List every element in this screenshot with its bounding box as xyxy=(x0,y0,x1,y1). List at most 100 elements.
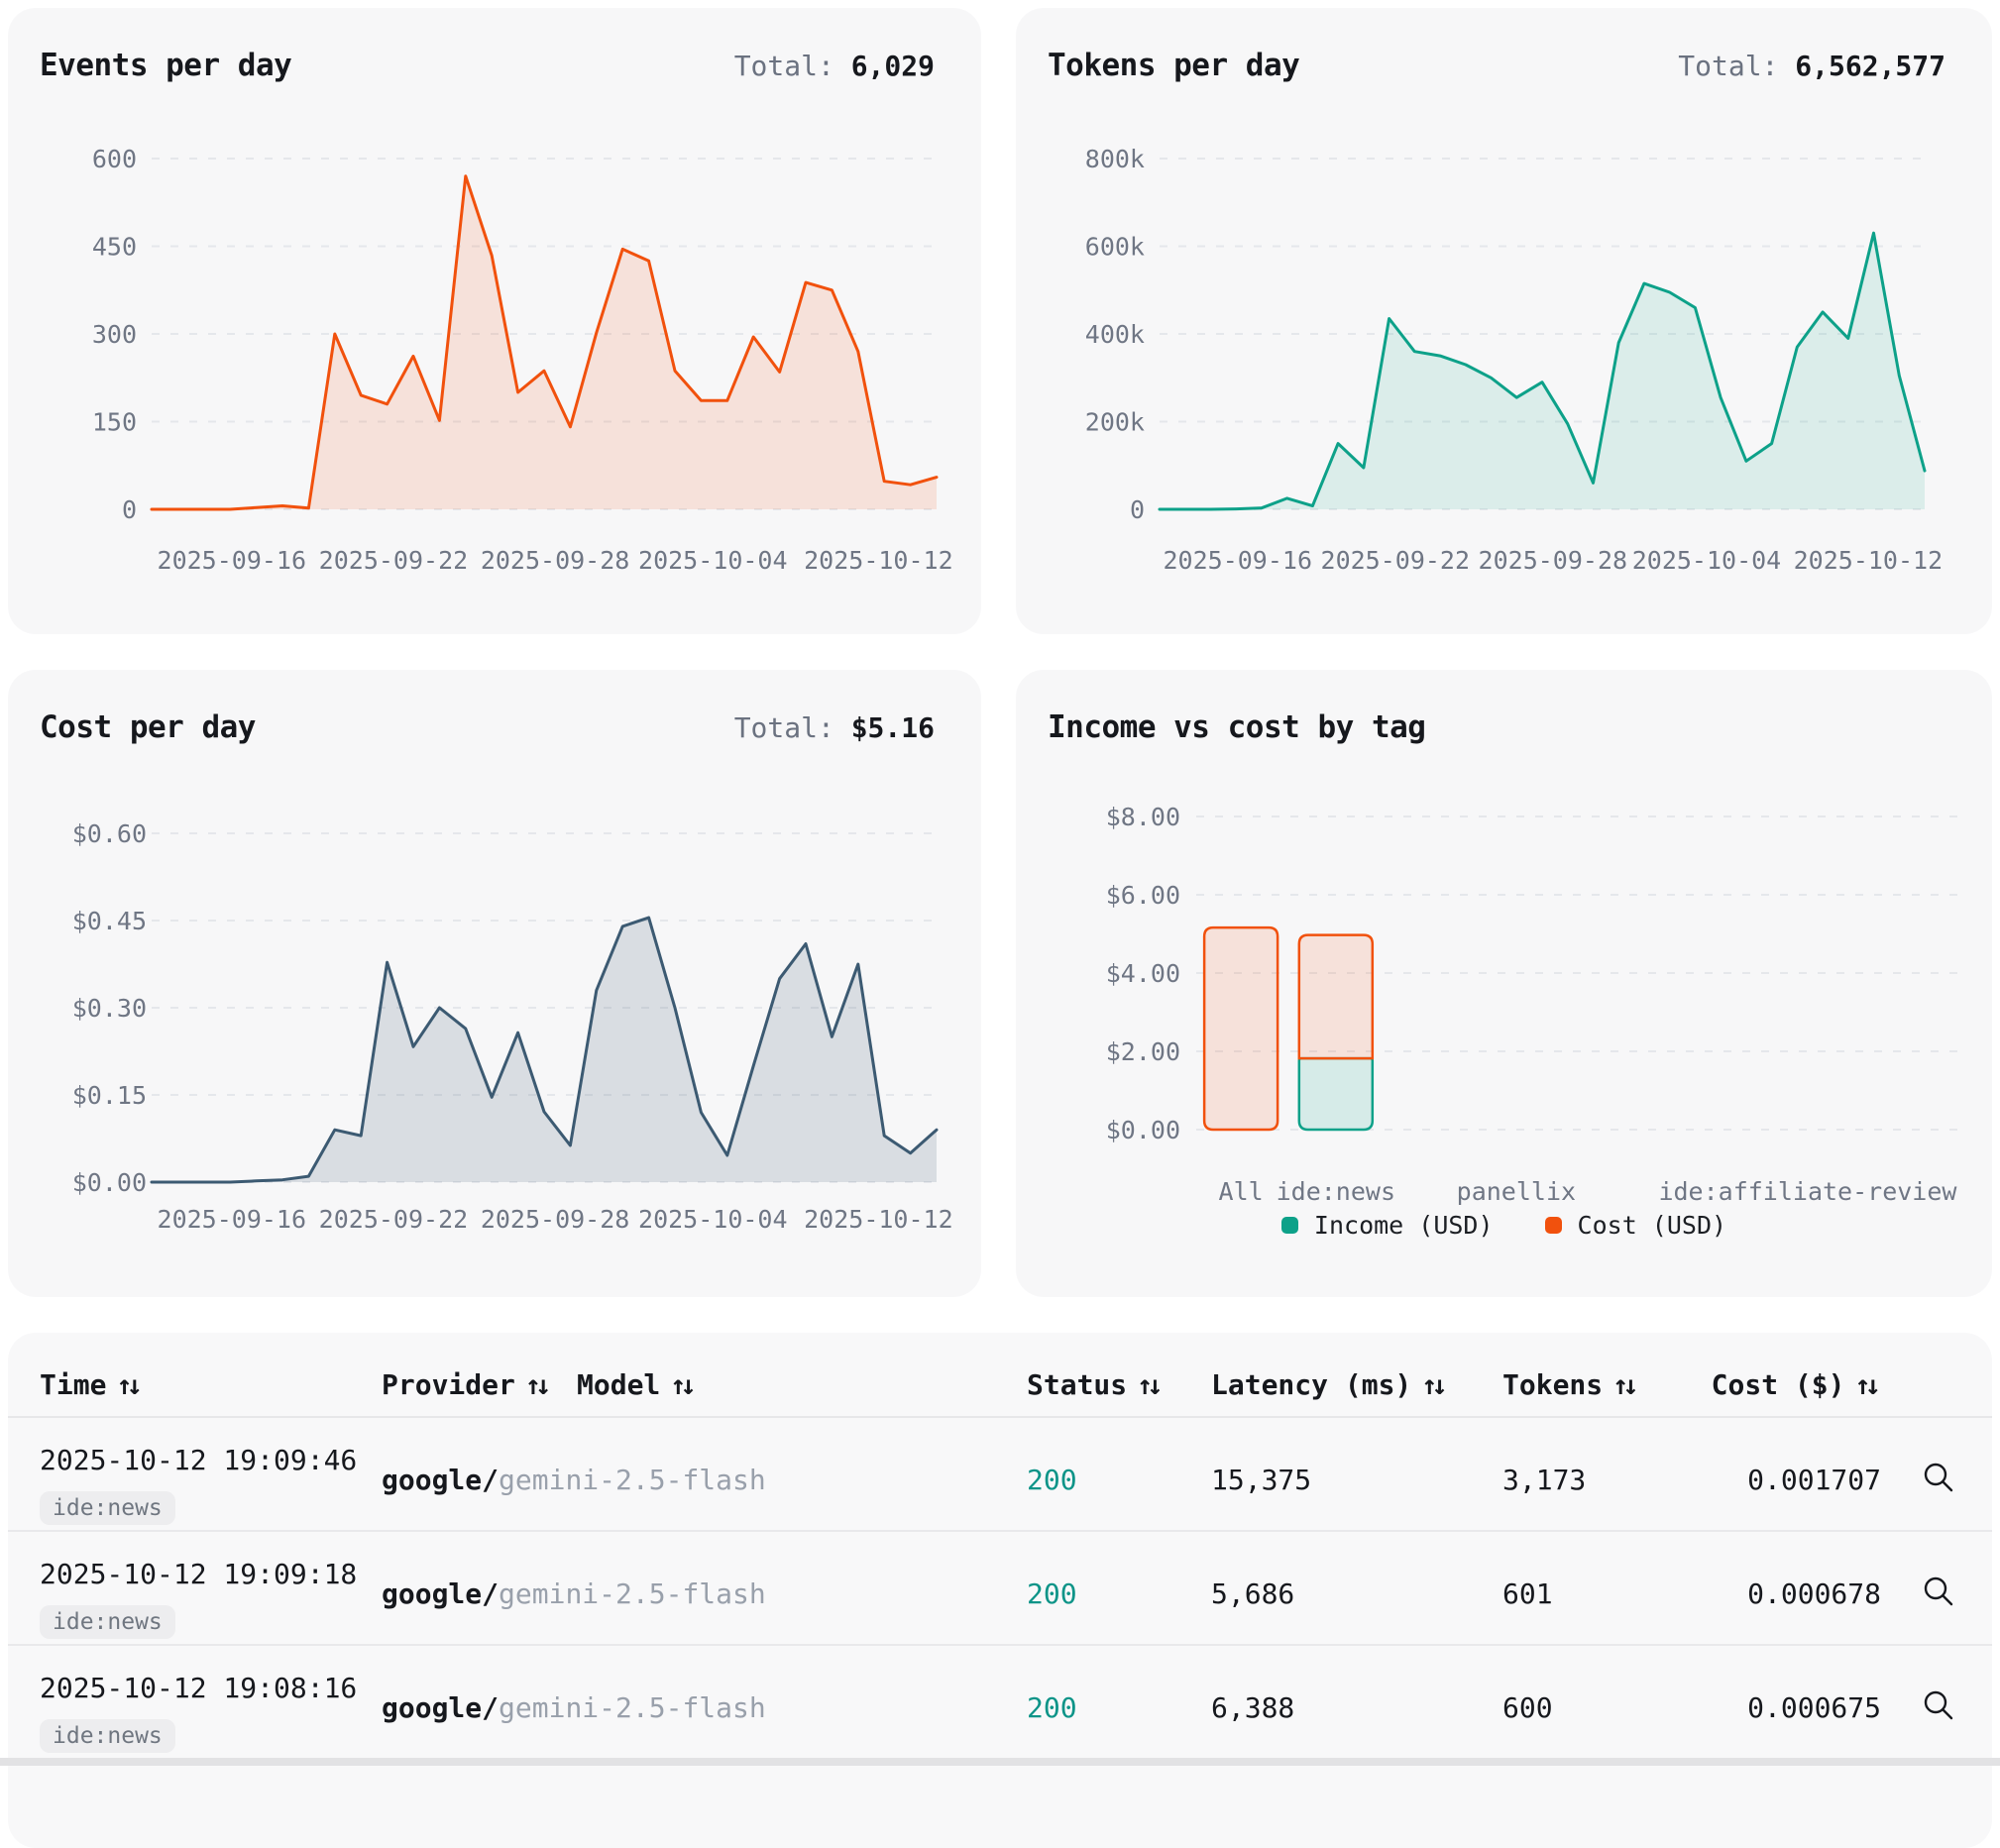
row-tag-chip: ide:news xyxy=(40,1719,175,1753)
magnifier-icon[interactable] xyxy=(1921,1460,1956,1495)
column-header-label: Tokens xyxy=(1502,1368,1603,1401)
row-cost: 0.000678 xyxy=(1747,1577,1881,1610)
y-axis-tick-label: 400k xyxy=(1085,320,1145,349)
column-header-label: Cost ($) xyxy=(1712,1368,1845,1401)
row-cost: 0.001707 xyxy=(1747,1464,1881,1496)
cost-per-day-card: Cost per day Total: $5.16 $0.00$0.15$0.3… xyxy=(8,670,981,1297)
sort-icon[interactable]: ↑↓ xyxy=(660,1370,691,1401)
column-header-provider[interactable]: Provider↑↓ xyxy=(382,1368,545,1401)
cost-bar xyxy=(1204,927,1278,1130)
income-bar xyxy=(1299,1058,1373,1130)
sort-icon[interactable]: ↑↓ xyxy=(1844,1370,1875,1401)
x-axis-tick-label: 2025-10-04 xyxy=(1632,546,1782,575)
horizontal-scrollbar[interactable] xyxy=(0,1758,2000,1766)
x-axis-tick-label: 2025-10-12 xyxy=(804,1205,953,1234)
y-axis-tick-label: 0 xyxy=(1130,495,1145,524)
llm-usage-dashboard: { "colors": { "accent_orange": "#f1510d"… xyxy=(0,0,2000,1766)
row-status-code: 200 xyxy=(1027,1577,1077,1610)
y-axis-tick-label: $0.45 xyxy=(72,907,147,935)
row-status-code: 200 xyxy=(1027,1691,1077,1724)
x-axis-category-label: ide:affiliate-review xyxy=(1658,1177,1957,1206)
row-timestamp: 2025-10-12 19:08:16 xyxy=(40,1672,357,1704)
row-status-code: 200 xyxy=(1027,1464,1077,1496)
sort-icon[interactable]: ↑↓ xyxy=(515,1370,546,1401)
events-per-day-card: Events per day Total: 6,029 015030045060… xyxy=(8,8,981,634)
column-header-model[interactable]: Model↑↓ xyxy=(577,1368,691,1401)
x-axis-category-label: ide:news xyxy=(1277,1177,1395,1206)
x-axis-tick-label: 2025-09-28 xyxy=(481,546,630,575)
row-provider-model: google/gemini-2.5-flash xyxy=(382,1577,766,1610)
income-vs-cost-bar-chart: $0.00$2.00$4.00$6.00$8.00Allide:newspane… xyxy=(1016,670,1992,1297)
row-tokens: 3,173 xyxy=(1502,1464,1586,1496)
row-tokens: 600 xyxy=(1502,1691,1553,1724)
model-name: gemini-2.5-flash xyxy=(499,1691,766,1724)
x-axis-tick-label: 2025-09-22 xyxy=(319,1205,469,1234)
column-header-label: Model xyxy=(577,1368,660,1401)
x-axis-category-label: All xyxy=(1219,1177,1264,1206)
legend-item[interactable]: Income (USD) xyxy=(1281,1211,1494,1240)
column-header-label: Time xyxy=(40,1368,106,1401)
column-header-time[interactable]: Time↑↓ xyxy=(40,1368,137,1401)
y-axis-tick-label: $0.00 xyxy=(1106,1116,1180,1144)
legend-swatch-icon xyxy=(1545,1217,1562,1234)
model-name: gemini-2.5-flash xyxy=(499,1577,766,1610)
column-header-latency[interactable]: Latency (ms)↑↓ xyxy=(1211,1368,1442,1401)
events-area-chart: 01503004506002025-09-162025-09-222025-09… xyxy=(8,8,981,634)
magnifier-icon[interactable] xyxy=(1921,1687,1956,1723)
table-body: 2025-10-12 19:09:46 ide:news google/gemini… xyxy=(8,1418,1992,1760)
y-axis-tick-label: $0.60 xyxy=(72,819,147,848)
legend-swatch-icon xyxy=(1281,1217,1298,1234)
legend-item[interactable]: Cost (USD) xyxy=(1545,1211,1727,1240)
sort-icon[interactable]: ↑↓ xyxy=(1411,1370,1442,1401)
y-axis-tick-label: $0.00 xyxy=(72,1168,147,1197)
table-row: 2025-10-12 19:09:18 ide:news google/gemini… xyxy=(8,1532,1992,1646)
column-header-cost[interactable]: Cost ($)↑↓ xyxy=(1712,1368,1875,1401)
row-latency: 15,375 xyxy=(1211,1464,1311,1496)
chart-legend: Income (USD) Cost (USD) xyxy=(1016,1211,1992,1240)
income-vs-cost-card: Income vs cost by tag $0.00$2.00$4.00$6.… xyxy=(1016,670,1992,1297)
x-axis-tick-label: 2025-10-12 xyxy=(804,546,953,575)
row-provider-model: google/gemini-2.5-flash xyxy=(382,1691,766,1724)
model-name: gemini-2.5-flash xyxy=(499,1464,766,1496)
y-axis-tick-label: $0.30 xyxy=(72,994,147,1023)
row-cost: 0.000675 xyxy=(1747,1691,1881,1724)
y-axis-tick-label: 800k xyxy=(1085,145,1145,173)
magnifier-icon[interactable] xyxy=(1921,1574,1956,1609)
x-axis-tick-label: 2025-10-04 xyxy=(638,1205,788,1234)
table-row: 2025-10-12 19:08:16 ide:news google/gemini… xyxy=(8,1646,1992,1760)
y-axis-tick-label: $6.00 xyxy=(1106,881,1180,910)
legend-label: Cost (USD) xyxy=(1578,1211,1727,1240)
provider-name: google/ xyxy=(382,1464,499,1496)
tokens-per-day-card: Tokens per day Total: 6,562,577 0200k400… xyxy=(1016,8,1992,634)
column-header-label: Latency (ms) xyxy=(1211,1368,1411,1401)
y-axis-tick-label: $8.00 xyxy=(1106,803,1180,831)
y-axis-tick-label: 600 xyxy=(92,145,137,173)
y-axis-tick-label: 450 xyxy=(92,233,137,262)
column-header-label: Status xyxy=(1027,1368,1127,1401)
sort-icon[interactable]: ↑↓ xyxy=(106,1370,137,1401)
row-latency: 6,388 xyxy=(1211,1691,1294,1724)
sort-icon[interactable]: ↑↓ xyxy=(1127,1370,1158,1401)
y-axis-tick-label: 300 xyxy=(92,320,137,349)
x-axis-tick-label: 2025-09-22 xyxy=(319,546,469,575)
row-provider-model: google/gemini-2.5-flash xyxy=(382,1464,766,1496)
column-header-status[interactable]: Status↑↓ xyxy=(1027,1368,1158,1401)
row-timestamp: 2025-10-12 19:09:46 xyxy=(40,1444,357,1476)
sort-icon[interactable]: ↑↓ xyxy=(1603,1370,1633,1401)
table-header-row: Time↑↓Provider↑↓Model↑↓Status↑↓Latency (… xyxy=(8,1333,1992,1418)
cost-bar xyxy=(1299,935,1373,1058)
row-timestamp: 2025-10-12 19:09:18 xyxy=(40,1558,357,1590)
provider-name: google/ xyxy=(382,1577,499,1610)
y-axis-tick-label: $2.00 xyxy=(1106,1037,1180,1066)
table-row: 2025-10-12 19:09:46 ide:news google/gemini… xyxy=(8,1418,1992,1532)
y-axis-tick-label: 600k xyxy=(1085,233,1145,262)
row-latency: 5,686 xyxy=(1211,1577,1294,1610)
tokens-area-chart: 0200k400k600k800k2025-09-162025-09-22202… xyxy=(1016,8,1992,634)
row-tag-chip: ide:news xyxy=(40,1491,175,1525)
provider-name: google/ xyxy=(382,1691,499,1724)
y-axis-tick-label: $0.15 xyxy=(72,1081,147,1110)
column-header-tokens[interactable]: Tokens↑↓ xyxy=(1502,1368,1633,1401)
y-axis-tick-label: 0 xyxy=(122,495,137,524)
row-tag-chip: ide:news xyxy=(40,1605,175,1639)
column-header-label: Provider xyxy=(382,1368,515,1401)
